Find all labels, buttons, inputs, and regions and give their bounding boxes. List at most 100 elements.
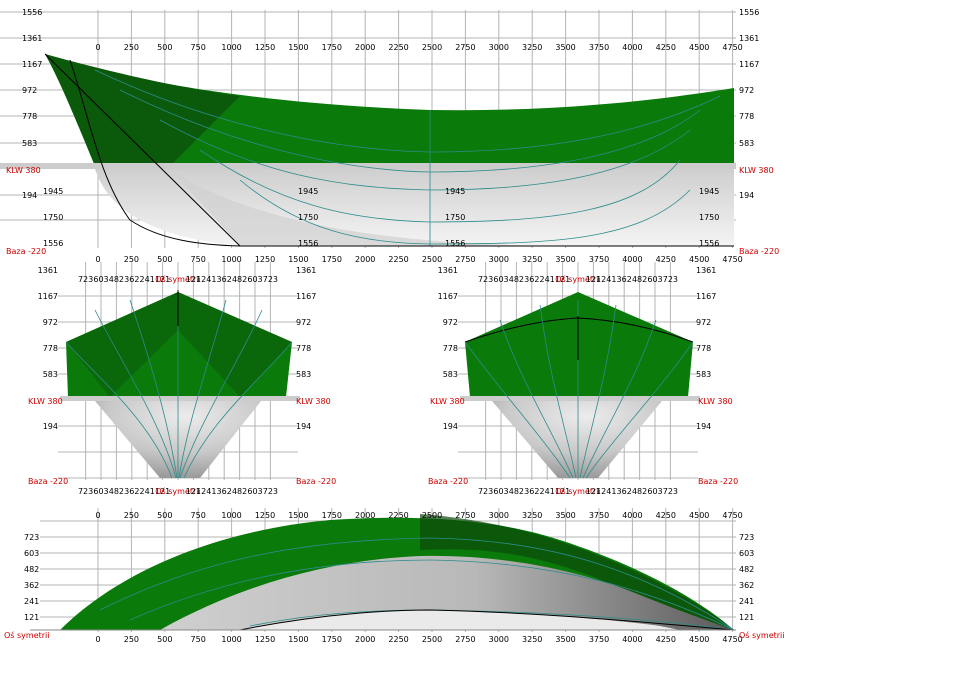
tick-label: 723: [263, 275, 278, 284]
section-aft-waterline-band: [60, 396, 300, 401]
y-tick-label: 482: [739, 565, 754, 574]
x-tick-label: 750: [191, 511, 206, 520]
y-tick-label: 194: [43, 422, 58, 431]
section-aft-waterline-label-right: KLW 380: [296, 397, 331, 406]
x-tick-label: 0: [95, 43, 100, 52]
y-tick-label: 1556: [22, 8, 42, 17]
x-tick-label: 2250: [388, 255, 408, 264]
x-tick-label: 1500: [288, 255, 308, 264]
x-tick-label: 2000: [355, 43, 375, 52]
x-tick-label: 2250: [388, 635, 408, 644]
y-tick-label: 1167: [22, 60, 42, 69]
x-tick-label: 1000: [221, 511, 241, 520]
x-tick-label: 1750: [322, 43, 342, 52]
x-tick-label: 1250: [255, 255, 275, 264]
x-tick-label: 4750: [722, 43, 742, 52]
x-tick-label: 3250: [522, 511, 542, 520]
y-tick-label: 603: [24, 549, 39, 558]
x-tick-label: 4250: [656, 635, 676, 644]
y-tick-label: 778: [443, 344, 458, 353]
x-tick-label: 3000: [489, 511, 509, 520]
tick-label: 121: [555, 275, 570, 284]
x-tick-label: 3000: [489, 635, 509, 644]
x-tick-label: 3000: [489, 255, 509, 264]
tick-label: 241: [540, 275, 555, 284]
y-tick-label: 194: [739, 191, 754, 200]
x-tick-label: 1000: [221, 43, 241, 52]
section-forward-waterline-label-left: KLW 380: [430, 397, 465, 406]
tick-label: 603: [247, 275, 262, 284]
tick-label: 241: [601, 487, 616, 496]
tick-label: 121: [186, 487, 201, 496]
tick-label: 241: [140, 487, 155, 496]
y-tick-label: 194: [22, 191, 37, 200]
contour-label: 1750: [43, 213, 63, 222]
side-x-ticks-top: 0 250 500 750 1000 1250 1500 1750 2000 2250 2500 27…: [95, 43, 742, 52]
symmetry-axis-label: Oś symetrii: [555, 486, 601, 496]
x-tick-label: 2500: [422, 43, 442, 52]
tick-label: 603: [247, 487, 262, 496]
section-aft-baseline-label-left: Baza -220: [28, 477, 68, 486]
y-tick-label: 1167: [438, 292, 458, 301]
x-tick-label: 4500: [689, 255, 709, 264]
side-contour-labels: 1945 1750 1556 1945 1750 1556 1945 1750 …: [43, 187, 719, 248]
y-tick-label: 972: [739, 86, 754, 95]
tick-label: 482: [109, 487, 124, 496]
y-tick-label: 362: [739, 581, 754, 590]
side-waterline-label-right: KLW 380: [739, 166, 774, 175]
y-tick-label: 1167: [696, 292, 716, 301]
tick-label: 603: [493, 487, 508, 496]
x-tick-label: 2500: [422, 511, 442, 520]
x-tick-label: 4500: [689, 511, 709, 520]
section-forward-topside: [465, 292, 693, 397]
section-aft-waterline-label-left: KLW 380: [28, 397, 63, 406]
side-y-ticks-left: 1556 1361 1167 972 778 583 194: [22, 8, 42, 200]
x-tick-label: 3500: [555, 635, 575, 644]
y-tick-label: 778: [296, 344, 311, 353]
plan-x-ticks-bottom: 0 250 500 750 1000 1250 1500 1750 2000 2250 2500 27…: [95, 635, 742, 644]
tick-label: 603: [493, 275, 508, 284]
side-baseline-label-right: Baza -220: [739, 247, 779, 256]
y-tick-label: 1361: [438, 266, 458, 275]
x-tick-label: 3500: [555, 43, 575, 52]
x-tick-label: 4000: [622, 43, 642, 52]
tick-label: 723: [663, 487, 678, 496]
y-tick-label: 194: [296, 422, 311, 431]
x-tick-label: 3250: [522, 635, 542, 644]
x-tick-label: 4500: [689, 43, 709, 52]
x-tick-label: 750: [191, 43, 206, 52]
section-forward-baseline-label-left: Baza -220: [428, 477, 468, 486]
x-tick-label: 1000: [221, 635, 241, 644]
tick-label: 482: [232, 487, 247, 496]
contour-label: 1945: [699, 187, 719, 196]
plan-hull-grey-area: [160, 555, 734, 630]
plan-hull-dark-shade: [420, 514, 734, 630]
tick-label: 482: [232, 275, 247, 284]
y-tick-label: 723: [739, 533, 754, 542]
x-tick-label: 4000: [622, 511, 642, 520]
tick-label: 362: [124, 275, 139, 284]
x-tick-label: 3250: [522, 255, 542, 264]
tick-label: 362: [124, 487, 139, 496]
x-tick-label: 4000: [622, 635, 642, 644]
x-tick-label: 4250: [656, 255, 676, 264]
x-tick-label: 2750: [455, 635, 475, 644]
side-waterline-band: [0, 163, 736, 169]
section-forward-baseline-label-right: Baza -220: [698, 477, 738, 486]
plan-view: 0 250 500 750 1000 1250 1500 1750 2000 2250 2500 27…: [4, 508, 785, 644]
contour-label: 1556: [43, 239, 63, 248]
section-aft-baseline-label-right: Baza -220: [296, 477, 336, 486]
x-tick-label: 1500: [288, 635, 308, 644]
x-tick-label: 2500: [422, 635, 442, 644]
x-tick-label: 1250: [255, 43, 275, 52]
x-tick-label: 3250: [522, 43, 542, 52]
y-tick-label: 583: [43, 370, 58, 379]
contour-label: 1556: [445, 239, 465, 248]
y-tick-label: 583: [296, 370, 311, 379]
symmetry-axis-label: Oś symetrii: [155, 486, 201, 496]
x-tick-label: 4000: [622, 255, 642, 264]
y-tick-label: 972: [696, 318, 711, 327]
